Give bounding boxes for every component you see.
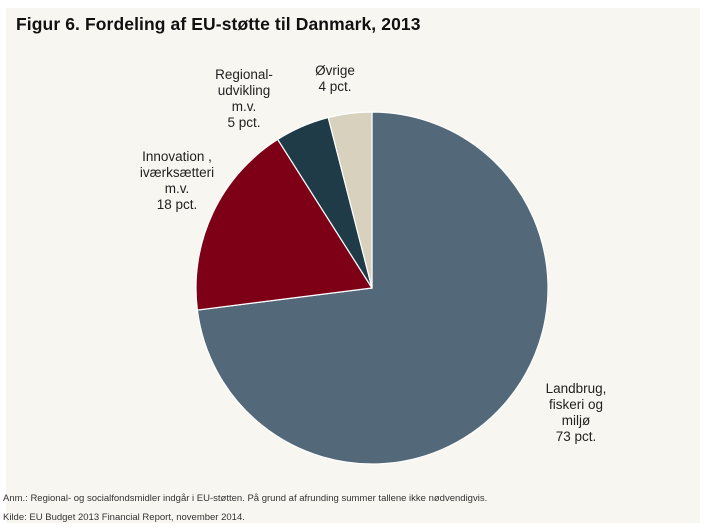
- slice-label-line: m.v.: [164, 181, 190, 196]
- slice-label-landbrug: Landbrug, fiskeri og miljø 73 pct.: [528, 381, 624, 445]
- slice-value-label: 5 pct.: [227, 115, 261, 130]
- slice-value-label: 18 pct.: [156, 197, 198, 212]
- slice-label-line: Innovation ,: [142, 149, 212, 164]
- slice-label-line: m.v.: [231, 99, 257, 114]
- slice-label-line: miljø: [561, 413, 591, 428]
- pie-slice-1: [195, 138, 374, 311]
- slice-label-line: Landbrug,: [545, 381, 607, 396]
- slice-label-regional: Regional- udvikling m.v. 5 pct.: [200, 67, 288, 131]
- slice-label-line: Regional-: [215, 67, 273, 82]
- chart-source: Kilde: EU Budget 2013 Financial Report, …: [3, 512, 245, 523]
- chart-title: Figur 6. Fordeling af EU-støtte til Danm…: [16, 14, 421, 34]
- slice-value-label: 4 pct.: [318, 79, 352, 94]
- slice-label-innovation: Innovation , iværksætteri m.v. 18 pct.: [122, 149, 232, 213]
- pie-slice-3: [327, 111, 373, 289]
- slice-label-line: udvikling: [217, 83, 271, 98]
- slice-value-label: 73 pct.: [555, 429, 597, 444]
- slice-label-ovrige: Øvrige 4 pct.: [300, 63, 370, 95]
- slice-label-line: fiskeri og: [548, 397, 604, 412]
- slice-label-line: Øvrige: [315, 63, 355, 78]
- chart-note: Anm.: Regional- og socialfondsmidler ind…: [3, 493, 488, 504]
- slice-label-line: iværksætteri: [139, 165, 215, 180]
